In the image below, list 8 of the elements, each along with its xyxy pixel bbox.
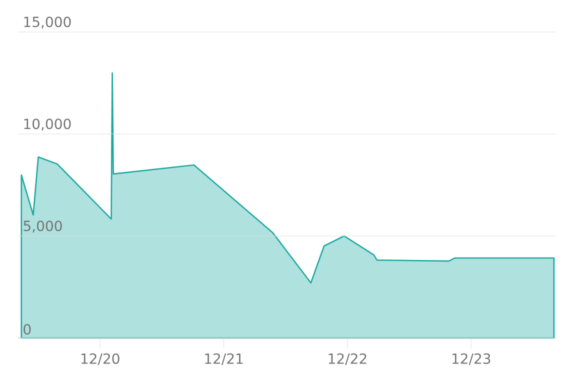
x-tick-label: 12/21 xyxy=(205,353,243,366)
y-tick-label: 15,000 xyxy=(24,16,71,29)
y-tick-label: 10,000 xyxy=(24,118,71,131)
y-tick-label: 5,000 xyxy=(24,220,62,233)
y-tick-label: 0 xyxy=(24,324,31,335)
x-tick-label: 12/23 xyxy=(452,353,490,366)
x-tick-label: 12/22 xyxy=(328,353,366,366)
x-tick-label: 12/20 xyxy=(81,353,120,366)
